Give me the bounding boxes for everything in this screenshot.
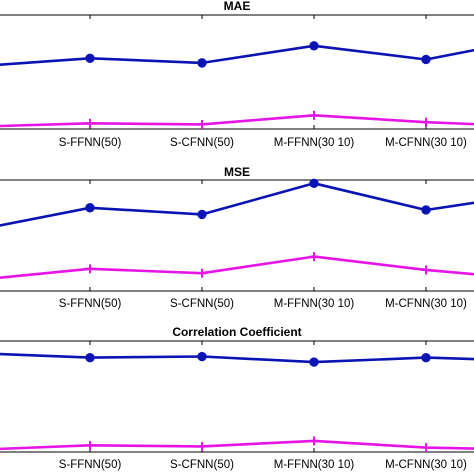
x-tick-label: S-CFNN(50) <box>170 459 234 471</box>
series-line <box>0 255 474 279</box>
series-line <box>0 114 474 128</box>
data-point-plus <box>85 118 95 128</box>
data-point-circle <box>197 351 207 362</box>
series-1 <box>0 351 474 367</box>
data-point-circle <box>421 205 431 215</box>
data-point-plus <box>421 443 431 453</box>
data-point-circle <box>309 178 319 189</box>
x-tick-label: M-FFNN(30 10) <box>274 459 355 471</box>
chart-panel-2: MSE S-FFNN(50) S-CFNN(50) M-FFNN(30 10) M-CF… <box>0 165 474 310</box>
data-point-plus <box>197 268 207 278</box>
x-tick-label: S-FFNN(50) <box>59 298 122 310</box>
series-line <box>0 352 474 364</box>
x-tick-label: S-FFNN(50) <box>59 137 122 149</box>
chart-title: MAE <box>224 0 251 13</box>
series-line <box>0 44 474 66</box>
series-2 <box>0 436 474 453</box>
data-point-circle <box>197 209 207 220</box>
series-line <box>0 182 474 227</box>
x-tick-label: M-FFNN(30 10) <box>274 298 355 310</box>
axes-frame <box>0 179 474 292</box>
data-point-plus <box>197 119 207 129</box>
data-point-plus <box>421 265 431 275</box>
x-tick-label: S-FFNN(50) <box>59 459 122 471</box>
x-tick-label: S-CFNN(50) <box>170 298 234 310</box>
data-point-plus <box>421 117 431 127</box>
x-tick-label: M-CFNN(30 10) <box>385 459 467 471</box>
x-tick-label: S-CFNN(50) <box>170 137 234 149</box>
data-point-plus <box>309 436 319 446</box>
axes-frame <box>0 340 474 453</box>
series-2 <box>0 252 474 279</box>
chart-title: Correlation Coefficient <box>172 325 301 339</box>
series-2 <box>0 110 474 129</box>
data-point-circle <box>85 53 95 64</box>
chart-panel-1: MAE S-FFNN(50) S-CFNN(50) M-FFNN(30 10) M-CF… <box>0 0 474 149</box>
data-point-plus <box>309 110 319 120</box>
data-point-plus <box>85 264 95 274</box>
chart-panel-3: Correlation Coefficient S-FFNN(50) S-CFNN(… <box>0 325 474 471</box>
data-point-circle <box>85 203 95 213</box>
data-point-circle <box>421 54 431 65</box>
chart-title: MSE <box>224 165 250 179</box>
series-1 <box>0 178 474 227</box>
data-point-plus <box>309 252 319 262</box>
data-point-plus <box>197 441 207 451</box>
data-point-circle <box>309 41 319 51</box>
x-tick-label: M-CFNN(30 10) <box>385 137 467 149</box>
data-point-circle <box>421 352 431 363</box>
series-line <box>0 439 474 451</box>
data-point-circle <box>197 58 207 68</box>
series-1 <box>0 41 474 68</box>
axes-frame <box>0 14 474 130</box>
data-point-plus <box>85 440 95 450</box>
x-tick-label: M-CFNN(30 10) <box>385 298 467 310</box>
x-tick-label: M-FFNN(30 10) <box>274 137 355 149</box>
data-point-circle <box>309 357 319 367</box>
data-point-circle <box>85 352 95 363</box>
